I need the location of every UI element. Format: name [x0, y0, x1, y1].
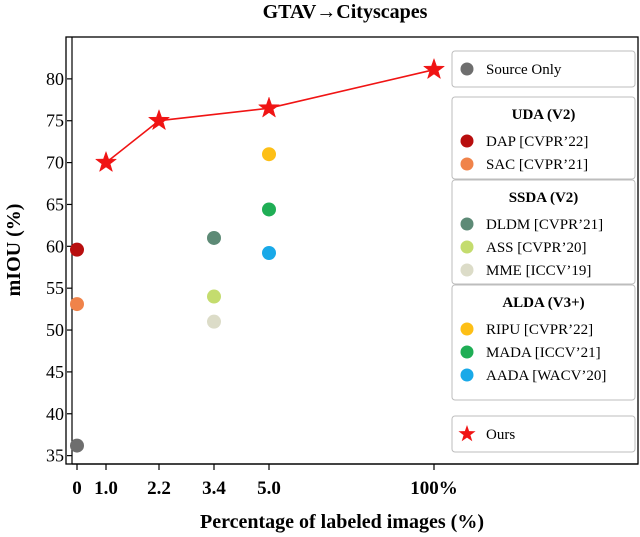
x-axis-label: Percentage of labeled images (%) [200, 511, 484, 533]
data-point-ripu-cvpr-22 [262, 147, 276, 162]
data-point-mme-iccv-19 [207, 314, 221, 329]
legend-marker-aada-wacv-20 [460, 368, 474, 382]
legend-group-heading: ALDA (V3+) [502, 295, 584, 311]
legend-label-sac-cvpr-21: SAC [CVPR’21] [486, 157, 588, 173]
ours-line-layer [105, 68, 435, 164]
legend-group-heading: SSDA (V2) [509, 190, 579, 206]
y-tick-label: 40 [46, 404, 64, 424]
y-tick-label: 70 [46, 153, 64, 173]
series-line-ours [105, 68, 435, 164]
legend-group-box [451, 179, 636, 285]
legend-marker-sac-cvpr-21 [460, 157, 474, 171]
legend-label-mme-iccv-19: MME [ICCV’19] [486, 263, 591, 279]
legend-label-mada-iccv-21: MADA [ICCV’21] [486, 345, 601, 361]
x-tick-label: 100% [410, 478, 458, 499]
x-tick-label: 1.0 [94, 478, 118, 499]
data-marks [70, 57, 446, 453]
legend-label-dldm-cvpr-21: DLDM [CVPR’21] [486, 217, 603, 233]
legend-group-box [451, 415, 636, 453]
legend-marker-ours [458, 425, 476, 442]
y-tick-label: 80 [46, 69, 64, 89]
y-tick-label: 45 [46, 362, 64, 382]
legend-label-aada-wacv-20: AADA [WACV’20] [486, 368, 606, 384]
legend-label-ass-cvpr-20: ASS [CVPR’20] [486, 240, 586, 256]
data-point-ours [422, 57, 446, 80]
y-tick-label: 55 [46, 278, 64, 298]
data-point-ours [257, 96, 281, 118]
data-point-sac-cvpr-21 [70, 297, 84, 312]
data-point-dap-cvpr-22 [70, 242, 84, 257]
y-tick-label: 65 [46, 194, 64, 214]
legend-label-ripu-cvpr-22: RIPU [CVPR’22] [486, 322, 593, 338]
y-tick-label: 50 [46, 320, 64, 340]
legend-label-dap-cvpr-22: DAP [CVPR’22] [486, 134, 588, 150]
legend-label-source-only: Source Only [486, 62, 562, 78]
y-tick-label: 75 [46, 111, 64, 131]
legend-marker-ripu-cvpr-22 [460, 322, 474, 336]
legend-group-box [451, 284, 636, 401]
y-tick-label: 35 [46, 446, 64, 466]
data-point-ours [94, 150, 118, 173]
x-tick-label: 3.4 [202, 478, 226, 499]
legend-group-heading: UDA (V2) [512, 107, 576, 123]
legend-marker-source-only [460, 62, 474, 76]
data-point-source-only [70, 438, 84, 453]
y-axis-label: mIOU (%) [3, 204, 25, 297]
legend-label-ours: Ours [486, 427, 515, 443]
legend-marker-mme-iccv-19 [460, 263, 474, 277]
data-point-ours [147, 108, 171, 131]
x-tick-label: 5.0 [257, 478, 281, 499]
legend-marker-dldm-cvpr-21 [460, 217, 474, 231]
data-point-ass-cvpr-20 [207, 289, 221, 304]
legend-marker-mada-iccv-21 [460, 345, 474, 359]
y-axis-ticks: 35 40 45 50 55 60 65 70 75 80 [46, 37, 73, 466]
legend: Source Only UDA (V2) DAP [CVPR’22] SAC [CVP… [451, 50, 636, 453]
legend-group-box [451, 96, 636, 180]
legend-group-box [451, 50, 636, 88]
x-tick-label: 2.2 [147, 478, 171, 499]
y-tick-label: 60 [46, 236, 64, 256]
x-axis-ticks: 0 1.0 2.2 3.4 5.0 100% [72, 463, 638, 499]
data-point-mada-iccv-21 [262, 202, 276, 217]
data-point-dldm-cvpr-21 [207, 230, 221, 245]
legend-marker-dap-cvpr-22 [460, 134, 474, 148]
x-tick-label: 0 [72, 478, 82, 499]
data-point-aada-wacv-20 [262, 246, 276, 261]
chart-title: GTAV→Cityscapes [263, 1, 428, 23]
legend-marker-ass-cvpr-20 [460, 240, 474, 254]
